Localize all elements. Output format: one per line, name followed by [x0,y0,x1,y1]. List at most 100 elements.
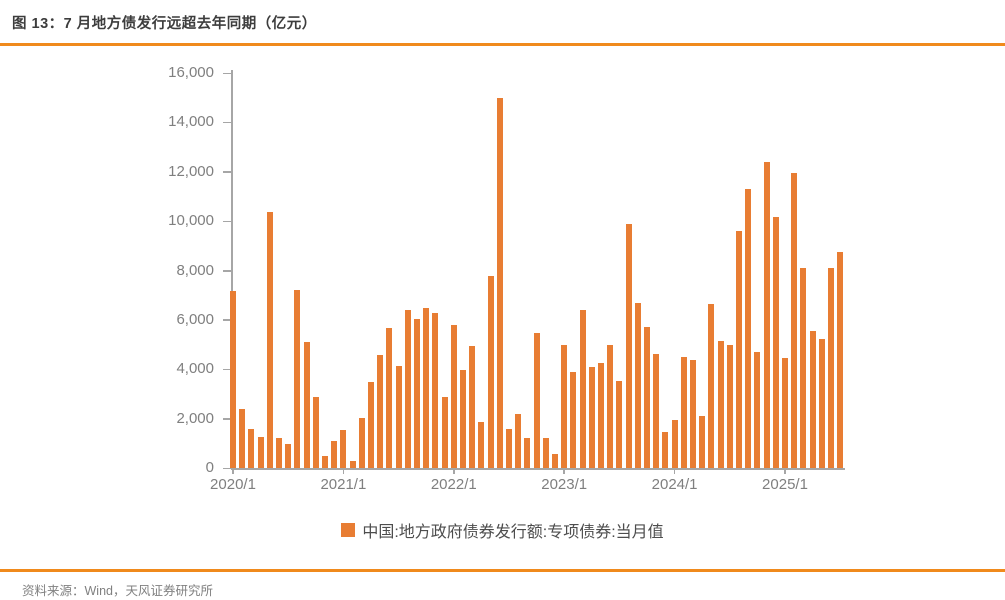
bar-2020/10 [312,397,319,468]
bar-2022/1 [450,325,457,468]
bar-2023/11 [653,353,660,468]
bar-2020/2 [239,409,246,468]
y-axis-tick-label: 14,000 [168,113,214,131]
bar-2020/1 [230,291,236,468]
bar-2024/10 [754,351,761,468]
y-axis-tick-label: 12,000 [168,162,214,180]
y-axis-tick-label: 0 [205,459,214,476]
y-axis-tick-label: 8,000 [176,261,214,279]
bar-2020/9 [303,342,310,468]
y-axis-tick-label: 2,000 [176,409,214,427]
bar-2023/7 [616,380,623,468]
legend: 中国:地方政府债券发行额:专项债券:当月值 [0,518,1005,542]
bar-2025/2 [791,173,798,468]
x-axis-tick-label: 2022/1 [430,476,477,493]
bar-2021/2 [349,461,356,468]
bar-2023/3 [579,309,586,468]
bar-2020/6 [276,437,282,468]
x-axis-tick [453,468,455,474]
bar-2022/5 [487,275,494,468]
bar-2022/2 [460,370,466,468]
bar-2022/7 [506,428,512,468]
y-axis-tick-label: 4,000 [176,360,214,378]
bar-2022/4 [478,421,485,468]
top-divider-line [0,43,1005,46]
bar-2023/1 [561,345,568,468]
x-axis-tick [673,468,676,474]
bar-2024/7 [726,345,733,468]
bar-2024/8 [736,231,742,468]
bar-2020/4 [257,437,264,468]
bar-2023/10 [644,327,650,468]
bar-2020/3 [248,428,255,468]
bar-2023/6 [607,344,614,468]
y-axis-tick [223,121,231,124]
bar-2025/1 [782,357,788,468]
bar-2020/8 [294,290,301,468]
bar-2020/11 [322,456,328,468]
y-axis-tick [223,270,231,272]
bar-2023/8 [625,224,632,468]
bar-2020/7 [285,443,292,468]
bar-2021/8 [404,310,411,468]
source-note: 资料来源：Wind，天风证券研究所 [22,584,213,598]
bar-2023/9 [634,302,641,468]
bar-2022/10 [533,332,540,468]
y-axis-tick [223,418,231,420]
bar-2021/7 [395,366,402,468]
bar-2025/7 [837,252,844,468]
bar-2025/3 [800,268,807,468]
bottom-divider-line [0,569,1005,572]
y-axis-tick-label: 16,000 [168,64,214,81]
bar-2024/6 [717,341,724,468]
bar-2021/9 [414,318,420,468]
bar-2024/1 [671,419,678,468]
bar-2021/6 [386,328,393,468]
x-axis-tick [563,468,565,474]
bar-2020/12 [331,440,338,468]
figure-title: 图 13：7 月地方债发行远超去年同期（亿元） [12,16,317,32]
x-axis-tick-label: 2025/1 [762,476,808,493]
bar-2024/12 [772,216,779,468]
bar-2022/11 [542,437,549,468]
x-axis-tick [342,468,345,474]
bar-2021/12 [441,397,448,468]
y-axis-tick [223,72,231,74]
bar-2023/12 [662,431,669,468]
x-axis-tick-label: 2024/1 [651,476,698,493]
bar-2022/6 [496,97,503,468]
bar-2021/10 [423,307,430,468]
legend-swatch-icon [341,523,356,537]
legend-label: 中国:地方政府债券发行额:专项债券:当月值 [362,524,664,541]
y-axis-tick [223,467,231,469]
bar-2023/5 [598,363,604,468]
bar-2021/11 [432,312,439,468]
bar-2025/4 [809,330,816,468]
bar-2020/5 [266,212,273,468]
y-axis-line [231,70,233,468]
y-axis-tick-label: 6,000 [176,310,214,328]
bar-2025/6 [828,268,834,468]
bar-2024/9 [745,189,752,468]
bar-2022/8 [515,414,522,468]
y-axis-tick [223,368,231,371]
bar-2022/3 [469,346,476,468]
bar-2023/4 [588,367,595,468]
bar-2021/4 [368,382,374,468]
x-axis-tick-label: 2020/1 [210,476,256,493]
bar-2021/1 [340,429,347,468]
bar-2024/11 [763,161,770,468]
y-axis-tick [223,220,231,223]
y-axis-tick-label: 10,000 [168,212,214,230]
bar-2022/12 [552,453,558,468]
bar-2022/9 [524,437,531,468]
y-axis-tick [223,319,231,321]
bar-2021/5 [377,355,384,468]
bar-2024/5 [708,304,715,468]
x-axis-tick-label: 2023/1 [541,476,588,493]
bar-2025/5 [818,338,825,468]
x-axis-line [231,468,845,470]
bar-2021/3 [358,418,365,468]
